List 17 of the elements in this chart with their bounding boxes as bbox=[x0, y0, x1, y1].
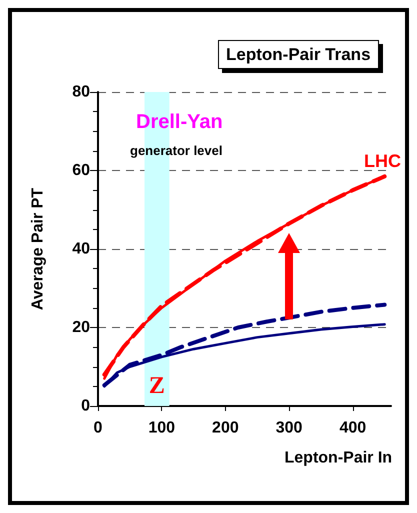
chart-title: Lepton-Pair Trans bbox=[226, 45, 371, 64]
x-tick-label: 0 bbox=[94, 420, 103, 436]
y-tick-label: 80 bbox=[72, 84, 90, 100]
x-tick-label: 100 bbox=[148, 420, 176, 436]
annotation: generator level bbox=[130, 143, 222, 158]
x-axis-title: Lepton-Pair In bbox=[284, 450, 392, 466]
y-tick-label: 0 bbox=[81, 398, 90, 414]
band-label: Z bbox=[148, 373, 165, 399]
y-axis-title: Average Pair PT bbox=[30, 188, 46, 310]
y-tick-label: 40 bbox=[72, 240, 90, 258]
x-tick-label: 200 bbox=[212, 420, 239, 436]
y-tick-label: 20 bbox=[72, 319, 90, 336]
x-tick-label: 400 bbox=[339, 420, 366, 436]
y-tick-label: 60 bbox=[72, 162, 90, 179]
x-tick-label: 300 bbox=[276, 420, 303, 436]
annotation: Drell-Yan bbox=[136, 111, 223, 133]
annotation: LHC bbox=[364, 151, 401, 171]
